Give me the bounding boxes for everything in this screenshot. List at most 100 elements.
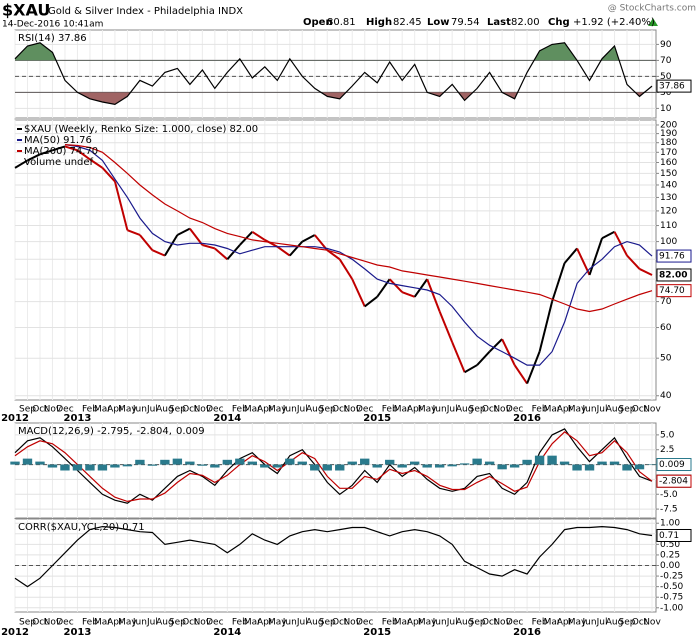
histogram-bar — [622, 464, 632, 471]
y-tick-label: 0.25 — [660, 550, 680, 560]
histogram-bar — [22, 458, 33, 465]
x-tick-label: May — [268, 405, 287, 415]
x-tick-label: Feb — [232, 405, 248, 415]
x-year-label: 2016 — [513, 413, 541, 424]
x-tick-label: Apr — [257, 405, 273, 415]
y-tick-label: 0.00 — [660, 561, 680, 571]
quote-value: +1.92 (+2.40%) — [573, 17, 655, 28]
legend: RSI(14) 37.86 — [18, 33, 87, 44]
renko-segment — [289, 240, 304, 257]
renko-segment — [438, 311, 454, 343]
x-tick-label: Sep — [169, 405, 186, 415]
x-tick-label: Aug — [156, 405, 174, 415]
symbol: $XAU — [2, 1, 50, 20]
x-year-label: 2012 — [1, 627, 29, 638]
last-value-tag — [656, 474, 692, 488]
histogram-bar — [60, 464, 70, 471]
renko-segment — [388, 278, 403, 293]
histogram-bar — [597, 461, 607, 465]
y-tick-label: 60 — [660, 323, 672, 333]
renko-segment — [301, 234, 316, 243]
y-tick-label: 130 — [660, 193, 677, 203]
renko-segment — [364, 296, 378, 308]
y-tick-label: 2.5 — [660, 445, 674, 455]
last-value-label: 82.00 — [659, 270, 687, 280]
x-tick-label: Apr — [557, 405, 573, 415]
histogram-bar — [47, 464, 58, 468]
source: @ StockCharts.com — [608, 4, 696, 14]
x-tick-label: Feb — [82, 618, 98, 628]
x-tick-label: Nov — [44, 618, 62, 628]
histogram-bar — [559, 461, 570, 465]
y-tick-label: 160 — [660, 158, 677, 168]
histogram-bar — [272, 464, 282, 468]
histogram-bar — [285, 458, 295, 465]
histogram-bar — [185, 461, 195, 465]
x-tick-label: Apr — [407, 618, 423, 628]
renko-segment — [451, 341, 466, 373]
y-tick-label: 1.00 — [660, 519, 680, 529]
x-tick-label: Oct — [182, 405, 198, 415]
x-tick-label: May — [118, 405, 137, 415]
x-tick-label: Oct — [482, 618, 498, 628]
quote-value: 82.45 — [393, 17, 422, 28]
last-value-label: 91.76 — [659, 252, 685, 262]
last-value-label: 37.86 — [659, 82, 685, 92]
x-tick-label: Sep — [619, 405, 636, 415]
x-tick-label: Aug — [306, 618, 324, 628]
x-tick-label: Jul — [296, 405, 308, 415]
histogram-bar — [497, 464, 507, 470]
x-tick-label: Oct — [32, 618, 48, 628]
x-tick-label: Nov — [493, 405, 511, 415]
line — [64, 144, 653, 313]
x-tick-label: Feb — [532, 405, 548, 415]
renko-segment — [76, 149, 91, 161]
x-year-label: 2015 — [363, 413, 391, 424]
y-tick-label: 90 — [660, 40, 672, 50]
x-tick-label: Jun — [282, 405, 297, 415]
renko-segment — [264, 239, 278, 248]
x-tick-label: Mar — [394, 618, 411, 628]
renko-segment — [588, 237, 603, 276]
x-tick-label: Jul — [296, 618, 308, 628]
histogram-bar — [135, 459, 145, 465]
x-tick-label: Aug — [306, 405, 324, 415]
renko-segment — [251, 230, 266, 241]
x-tick-label: Aug — [456, 405, 474, 415]
x-year-label: 2012 — [1, 413, 29, 424]
x-tick-label: Nov — [194, 405, 212, 415]
legend-entry: $XAU (Weekly, Renko Size: 1.000, close) … — [24, 124, 258, 135]
x-year-label: 2015 — [363, 627, 391, 638]
renko-segment — [139, 234, 154, 251]
y-tick-label: -0.25 — [660, 572, 683, 582]
x-tick-label: May — [118, 618, 137, 628]
histogram-bar — [222, 459, 233, 465]
x-tick-label: Jul — [596, 618, 608, 628]
quote-label: High — [366, 17, 392, 28]
histogram-bar — [235, 458, 245, 465]
legend-part: MACD(12,26,9) -2.795, — [18, 426, 133, 437]
histogram-bar — [385, 459, 395, 465]
renko-segment — [413, 278, 428, 298]
renko-segment — [563, 247, 578, 264]
date: 14-Dec-2016 10:41am — [2, 20, 103, 30]
quote-label: Low — [427, 17, 449, 28]
x-tick-label: Mar — [244, 405, 261, 415]
band-fill — [15, 42, 620, 61]
x-tick-label: Oct — [332, 618, 348, 628]
quote-label: Last — [487, 17, 511, 28]
histogram-bar — [110, 464, 120, 468]
renko-segment — [351, 278, 366, 307]
renko-segment — [127, 229, 141, 236]
histogram-bar — [572, 464, 582, 471]
quote-value: 82.00 — [511, 17, 540, 28]
renko-segment — [538, 301, 554, 352]
last-value-tag — [656, 249, 692, 263]
renko-segment — [513, 364, 528, 385]
x-tick-label: May — [418, 618, 437, 628]
x-tick-label: Jul — [446, 405, 458, 415]
histogram-bar — [97, 464, 108, 471]
x-tick-label: May — [268, 618, 287, 628]
x-tick-label: Sep — [169, 618, 186, 628]
renko-segment — [551, 262, 566, 302]
